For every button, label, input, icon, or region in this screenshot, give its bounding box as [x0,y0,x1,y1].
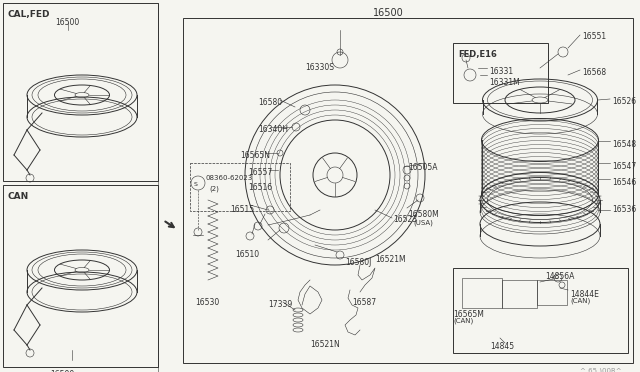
Text: 14844E: 14844E [570,290,599,299]
Text: (2): (2) [209,185,219,192]
Text: 16500: 16500 [372,8,403,18]
Text: FED,E16: FED,E16 [458,50,497,59]
Text: CAL,FED: CAL,FED [8,10,51,19]
Text: 16580: 16580 [258,98,282,107]
Text: (CAN): (CAN) [570,298,590,305]
Text: CAN: CAN [8,192,29,201]
Bar [453,43,548,103]
Text: 16565N: 16565N [240,151,270,160]
Text: (USA): (USA) [413,219,433,225]
Text: 16500: 16500 [55,18,79,27]
Text: 16500: 16500 [50,370,74,372]
Text: 16526: 16526 [612,97,636,106]
Text: 16530: 16530 [195,298,220,307]
Text: 16331M: 16331M [489,78,520,87]
Text: 16547: 16547 [612,162,636,171]
Text: S: S [194,183,198,187]
Text: 16548: 16548 [612,140,636,149]
Bar [537,280,567,305]
Text: 16515: 16515 [230,205,254,214]
Text: 16521N: 16521N [310,340,340,349]
Text: 16565M: 16565M [453,310,484,319]
Bar [183,18,633,363]
Text: 08360-62023: 08360-62023 [205,175,252,181]
Text: 16546: 16546 [612,178,636,187]
Bar [453,268,628,353]
Text: 16505A: 16505A [408,163,438,172]
Text: 16523: 16523 [393,215,417,224]
Text: 16580J: 16580J [345,258,371,267]
Text: 16340H: 16340H [258,125,288,134]
Text: ^ 65 )00R^: ^ 65 )00R^ [580,367,621,372]
Text: 16551: 16551 [582,32,606,41]
Text: (CAN): (CAN) [453,318,473,324]
Text: 16536: 16536 [612,205,636,214]
Text: 16580M: 16580M [408,210,439,219]
Text: 16510: 16510 [235,250,259,259]
Text: 16557: 16557 [248,168,272,177]
Text: 14845: 14845 [490,342,514,351]
Text: 16330S: 16330S [305,63,335,72]
Text: 16331: 16331 [489,67,513,76]
Bar [462,278,502,308]
Text: 17339: 17339 [268,300,292,309]
Text: 16568: 16568 [582,68,606,77]
Bar [3,185,158,367]
Text: 16521M: 16521M [375,255,406,264]
Text: 16587: 16587 [352,298,376,307]
Bar [190,163,290,211]
Text: 14856A: 14856A [545,272,574,281]
Bar [502,280,537,308]
Text: 16516: 16516 [248,183,272,192]
Bar [3,3,158,181]
